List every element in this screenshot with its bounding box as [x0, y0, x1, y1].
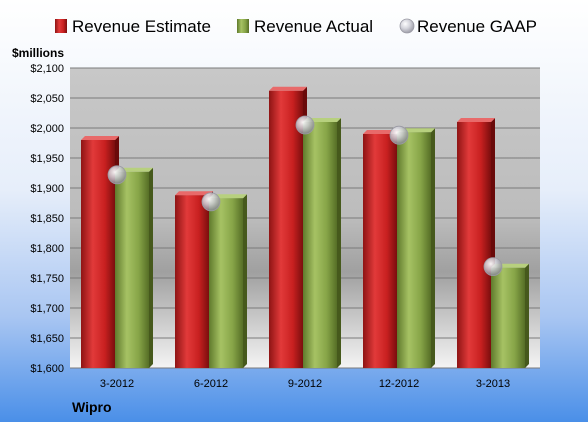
marker-revenue-gaap: [389, 125, 409, 145]
gaap-markers: [107, 115, 503, 277]
bar-revenue-actual: [397, 132, 431, 368]
bar-revenue-estimate: [363, 134, 397, 368]
bar-top: [269, 86, 307, 91]
y-tick-label: $1,600: [30, 363, 64, 375]
bar-top: [81, 136, 119, 140]
x-axis-tick-labels: 3-2012 6-2012 9-2012 12-2012 3-2013: [100, 378, 510, 390]
bar-revenue-estimate: [269, 90, 303, 369]
marker-revenue-gaap: [201, 192, 221, 212]
y-tick-label: $1,900: [30, 183, 64, 195]
y-tick-label: $2,000: [30, 123, 64, 135]
bar-side: [525, 263, 529, 368]
legend-swatch: [55, 19, 67, 33]
bar-top: [457, 118, 495, 122]
x-tick-label: 3-2013: [476, 378, 510, 390]
y-tick-label: $1,800: [30, 243, 64, 255]
legend: Revenue Estimate Revenue Actual Revenue GA…: [55, 17, 537, 36]
legend-swatch: [399, 18, 415, 34]
legend-swatch: [237, 19, 249, 33]
unit-label: $millions: [12, 46, 64, 60]
marker-revenue-gaap: [107, 165, 127, 185]
marker-revenue-gaap: [295, 115, 315, 135]
bar-top: [175, 191, 213, 196]
bar-side: [149, 167, 153, 368]
bar-side: [431, 128, 435, 368]
y-tick-label: $1,650: [30, 333, 64, 345]
x-tick-label: 9-2012: [288, 378, 322, 390]
legend-entry: Revenue Actual: [254, 17, 373, 36]
y-tick-label: $2,050: [30, 93, 64, 105]
bar-revenue-actual: [303, 122, 337, 368]
y-tick-label: $1,700: [30, 303, 64, 315]
bar-revenue-estimate: [457, 122, 491, 368]
x-tick-label: 12-2012: [379, 378, 419, 390]
marker-revenue-gaap: [483, 257, 503, 277]
company-label: Wipro: [72, 399, 112, 415]
x-tick-label: 6-2012: [194, 378, 228, 390]
bar-revenue-actual: [115, 171, 149, 368]
bar-revenue-estimate: [175, 195, 209, 368]
legend-entry: Revenue Estimate: [72, 17, 211, 36]
bar-side: [243, 194, 247, 368]
y-axis-tick-labels: $1,600 $1,650 $1,700 $1,750 $1,800 $1,850 $1,9…: [30, 63, 64, 375]
y-tick-label: $2,100: [30, 63, 64, 75]
bar-side: [337, 118, 341, 368]
y-tick-label: $1,850: [30, 213, 64, 225]
bar-revenue-actual: [209, 198, 243, 368]
legend-entry: Revenue GAAP: [417, 17, 537, 36]
y-tick-label: $1,750: [30, 273, 64, 285]
bar-revenue-actual: [491, 267, 525, 368]
x-tick-label: 3-2012: [100, 378, 134, 390]
y-tick-label: $1,950: [30, 153, 64, 165]
